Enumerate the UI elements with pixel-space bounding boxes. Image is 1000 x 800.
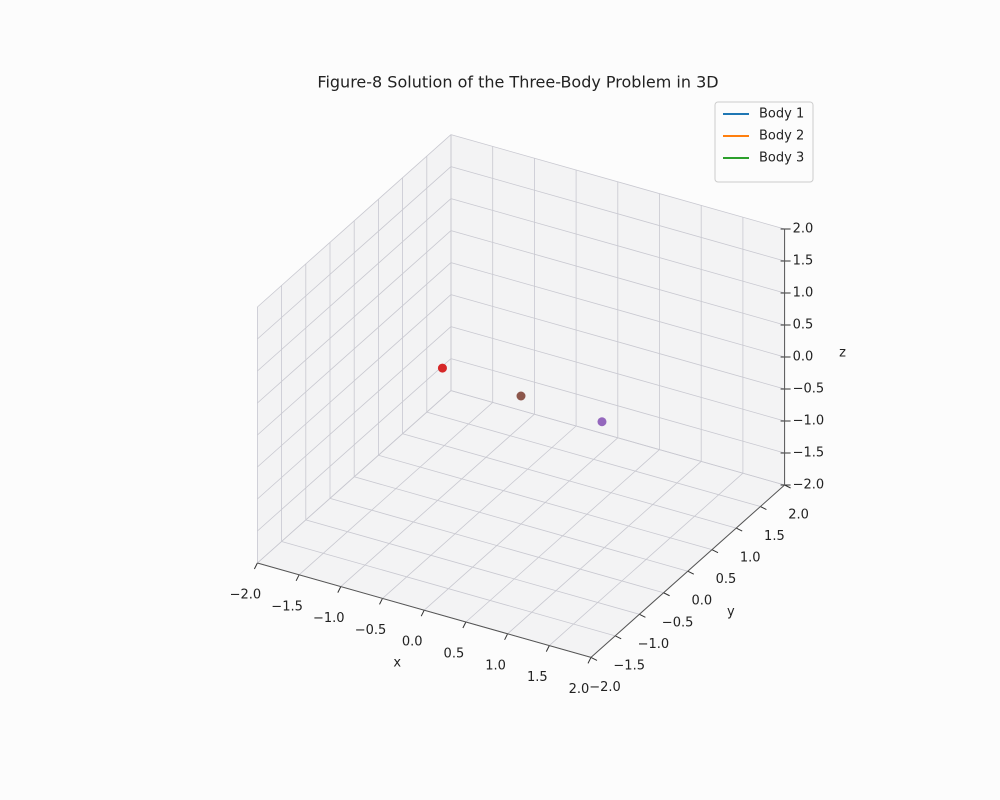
x-tick-mark (587, 657, 592, 664)
y-tick-mark (614, 635, 622, 640)
z-tick-label: 0.5 (793, 318, 814, 333)
legend-label: Body 1 (759, 107, 804, 122)
z-tick-label: 1.0 (793, 286, 814, 301)
grid-line (450, 198, 785, 294)
grid-line (354, 476, 688, 572)
y-tick-label: 2.0 (788, 508, 809, 523)
grid-line (426, 411, 761, 507)
z-tick-label: −2.0 (793, 478, 825, 493)
grid-line (257, 358, 452, 532)
x-tick-mark (504, 633, 509, 641)
x-tick-label: 1.5 (527, 670, 548, 685)
grid-line (450, 262, 785, 358)
grid-line (450, 166, 785, 262)
z-tick-label: −1.5 (793, 446, 825, 461)
body-point (597, 417, 607, 427)
z-tick-label: 0.0 (793, 350, 814, 365)
z-axis-label: z (839, 346, 846, 361)
x-tick-mark (420, 609, 425, 617)
x-tick-mark (253, 562, 258, 570)
x-tick-label: −1.0 (313, 611, 345, 626)
body-point (437, 363, 447, 373)
grid-line (450, 134, 785, 230)
grid-line (257, 198, 452, 372)
y-tick-mark (711, 549, 719, 554)
grid-line (450, 390, 785, 486)
x-tick-label: −1.5 (271, 599, 303, 614)
x-tick-mark (295, 574, 300, 582)
y-axis-label: y (727, 605, 735, 620)
grid-line (402, 433, 737, 529)
x-tick-mark (337, 586, 342, 593)
x-axis-line (257, 562, 592, 658)
grid-line (257, 134, 452, 308)
grid-line (378, 454, 713, 551)
y-tick-label: −1.0 (638, 637, 670, 652)
z-tick-label: 2.0 (793, 222, 814, 237)
y-tick-mark (760, 506, 767, 510)
grid-line (329, 497, 664, 594)
y-tick-label: −2.0 (589, 680, 621, 695)
grid-line (257, 262, 452, 436)
x-tick-mark (379, 598, 383, 605)
y-tick-mark (687, 570, 695, 575)
grid-line (257, 166, 452, 340)
y-tick-mark (639, 613, 646, 618)
grid-line (281, 541, 616, 637)
y-tick-label: 0.0 (691, 594, 712, 609)
z-tick-label: −1.0 (793, 414, 825, 429)
grid-line (450, 358, 785, 454)
x-axis-label: x (393, 656, 401, 671)
y-tick-label: 1.5 (764, 529, 785, 544)
x-tick-label: 0.5 (444, 647, 465, 662)
grid-line (450, 230, 785, 326)
z-tick-label: −0.5 (793, 382, 825, 397)
x-tick-label: −2.0 (230, 588, 262, 603)
x-tick-label: 0.0 (402, 635, 423, 650)
x-tick-label: 1.0 (485, 658, 506, 673)
chart-title: Figure-8 Solution of the Three-Body Prob… (317, 73, 718, 92)
grid-line (450, 326, 785, 422)
grid-line (305, 519, 640, 615)
grid-line (257, 294, 452, 468)
y-axis-line (590, 484, 785, 658)
grid-line (450, 294, 785, 390)
legend-label: Body 3 (759, 151, 804, 166)
grid-line (257, 230, 452, 404)
grid-line (257, 326, 452, 500)
legend-box (714, 101, 814, 183)
z-tick-label: 1.5 (793, 254, 814, 269)
y-tick-label: −1.5 (613, 658, 645, 673)
x-tick-mark (545, 645, 550, 652)
y-tick-mark (663, 592, 670, 597)
y-tick-mark (735, 527, 743, 532)
y-tick-mark (590, 656, 598, 661)
body-point (516, 391, 526, 401)
y-tick-label: 1.0 (740, 551, 761, 566)
legend-label: Body 2 (759, 129, 804, 144)
x-tick-mark (462, 621, 467, 629)
y-tick-label: 0.5 (716, 572, 737, 587)
x-tick-label: −0.5 (355, 623, 387, 638)
y-tick-label: −0.5 (662, 615, 694, 630)
grid-line (257, 390, 452, 564)
x-tick-label: 2.0 (569, 682, 590, 697)
